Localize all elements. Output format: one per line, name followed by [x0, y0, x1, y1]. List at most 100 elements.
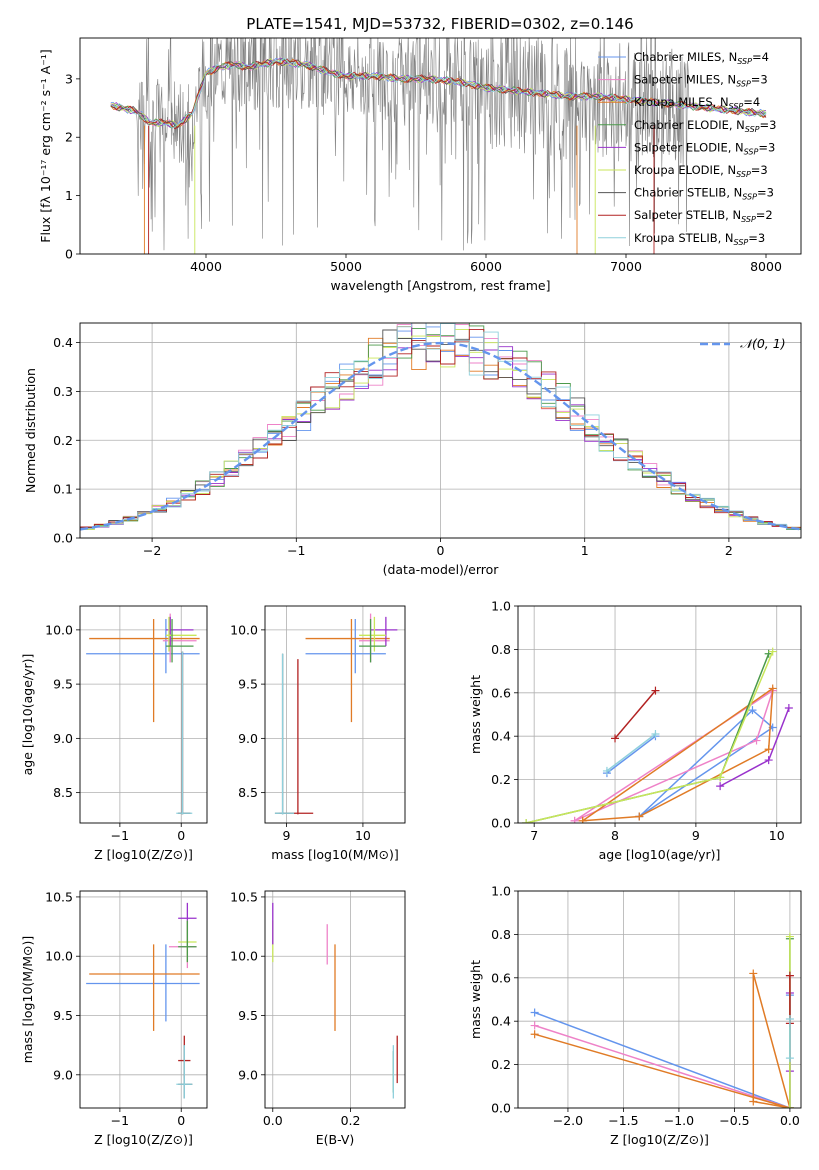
weight-line — [606, 733, 656, 772]
y-axis-label: Flux [fλ 10⁻¹⁷ erg cm⁻² s⁻¹ A⁻¹] — [38, 49, 53, 242]
ticks: 0.0 0.2 9.0 9.5 10.0 10.5 — [230, 889, 360, 1128]
x-tick-label: −1 — [111, 828, 129, 843]
weight-line — [534, 973, 791, 1108]
y-axis-label: mass weight — [468, 960, 483, 1039]
x-axis-label: (data-model)/error — [383, 562, 500, 577]
x-tick-label: 0 — [177, 1113, 185, 1128]
axes-frame — [264, 605, 406, 824]
weight-marker — [716, 782, 725, 791]
x-tick-label: 9 — [692, 828, 700, 843]
plot-area — [86, 902, 200, 1099]
x-tick-label: −1.0 — [664, 1113, 694, 1128]
grid-lines — [518, 890, 801, 1109]
x-axis-label: Z [log10(Z/Z⊙)] — [94, 847, 193, 862]
y-tick-label: 0.2 — [491, 1057, 511, 1072]
y-tick-label: 0.8 — [491, 642, 511, 657]
x-axis-label: mass [log10(M/M⊙)] — [271, 847, 399, 862]
legend-entry: Salpeter ELODIE, NSSP=3 — [634, 140, 775, 156]
y-tick-label: 9.5 — [53, 1008, 73, 1023]
axes-frame — [517, 890, 802, 1109]
y-tick-label: 10.5 — [230, 889, 258, 904]
x-tick-label: 0.0 — [780, 1113, 800, 1128]
x-tick-label: 7 — [530, 828, 538, 843]
weight-marker — [570, 816, 579, 823]
weight-marker — [768, 647, 777, 656]
model-spectrum — [110, 58, 767, 129]
grid-lines — [80, 891, 207, 1108]
x-tick-label: 10 — [769, 828, 785, 843]
residual-histogram-panel: −2 −1 0 1 2 0.0 0.1 0.2 0.3 0.4 (data-model)/error… — [23, 322, 802, 577]
legend-entry: Salpeter MILES, NSSP=3 — [634, 73, 768, 89]
x-tick-label: 7000 — [610, 259, 642, 274]
x-tick-label: 2 — [725, 543, 733, 558]
weight-marker — [785, 1104, 794, 1108]
ticks: −2 −1 0 1 2 0.0 0.1 0.2 0.3 0.4 — [53, 335, 733, 558]
y-tick-label: 9.0 — [238, 1067, 258, 1082]
y-tick-label: 9.0 — [53, 1067, 73, 1082]
x-tick-label: 0.0 — [263, 1113, 283, 1128]
x-tick-label: 9 — [282, 828, 290, 843]
mass-weight-vs-metallicity-panel: −2.0 −1.5 −1.0 −0.5 0.0 0.0 0.2 0.4 0.6 0.8 1.0 Z [… — [468, 884, 802, 1147]
legend-entry: Kroupa ELODIE, NSSP=3 — [634, 163, 768, 179]
weight-marker — [785, 971, 794, 980]
y-tick-label: 0 — [65, 247, 73, 262]
x-tick-label: −1.5 — [608, 1113, 638, 1128]
y-axis-label: mass [log10(M/M⊙)] — [20, 936, 35, 1064]
age-vs-mass-panel: 9 10 8.5 9.0 9.5 10.0 mass [log10(M/M⊙)] — [230, 605, 406, 862]
legend-entry: Kroupa MILES, NSSP=4 — [634, 95, 760, 111]
legend-entry: Kroupa STELIB, NSSP=3 — [634, 231, 765, 247]
weight-marker — [635, 812, 644, 821]
plot-area — [272, 902, 398, 1099]
weight-line — [719, 707, 790, 787]
weight-marker — [785, 932, 794, 941]
x-tick-label: 6000 — [470, 259, 502, 274]
x-axis-label: Z [log10(Z/Z⊙)] — [94, 1132, 193, 1147]
model-spectrum — [110, 57, 767, 129]
mass-weight-vs-age-panel: 7 8 9 10 0.0 0.2 0.4 0.6 0.8 1.0 age [log10(age/yr… — [468, 599, 802, 862]
observed-spectrum — [110, 38, 767, 251]
plot-area — [522, 647, 793, 823]
weight-line — [534, 995, 791, 1108]
plot-area — [110, 38, 767, 254]
x-tick-label: −2 — [143, 543, 161, 558]
x-tick-label: 4000 — [190, 259, 222, 274]
weight-marker — [764, 745, 773, 754]
model-spectrum — [110, 58, 767, 130]
x-tick-label: 0 — [437, 543, 445, 558]
y-axis-label: age [log10(age/yr)] — [20, 654, 35, 776]
y-tick-label: 8.5 — [238, 785, 258, 800]
mass-vs-metallicity-panel: −1 0 9.0 9.5 10.0 10.5 Z [log10(Z/Z⊙)] mass [lo… — [20, 889, 208, 1147]
x-axis-label: age [log10(age/yr)] — [599, 847, 721, 862]
y-tick-label: 0.0 — [491, 1101, 511, 1116]
ticks: −1 0 9.0 9.5 10.0 10.5 — [45, 889, 185, 1128]
y-tick-label: 0.8 — [491, 927, 511, 942]
y-tick-label: 0.0 — [53, 531, 73, 546]
weight-marker — [530, 1030, 539, 1039]
weight-marker — [578, 816, 587, 823]
weight-marker — [716, 773, 725, 782]
y-tick-label: 10.0 — [45, 622, 73, 637]
age-vs-metallicity-panel: −1 0 8.5 9.0 9.5 10.0 Z [log10(Z/Z⊙)] age [log1… — [20, 605, 208, 862]
y-tick-label: 0.2 — [53, 433, 73, 448]
y-tick-label: 9.5 — [238, 677, 258, 692]
weight-marker — [785, 1054, 794, 1063]
plot-area — [80, 323, 801, 531]
axes-frame — [264, 890, 406, 1109]
weight-marker — [651, 686, 660, 695]
x-tick-label: −0.5 — [719, 1113, 749, 1128]
ticks: −1 0 8.5 9.0 9.5 10.0 — [45, 622, 185, 843]
residual-histogram — [80, 328, 801, 529]
plot-area — [530, 932, 794, 1108]
weight-marker — [768, 684, 777, 693]
x-tick-label: 5000 — [330, 259, 362, 274]
y-tick-label: 0.3 — [53, 384, 73, 399]
weight-line — [582, 686, 774, 822]
weight-line — [638, 709, 774, 818]
y-tick-label: 1 — [65, 188, 73, 203]
legend-entry: Chabrier ELODIE, NSSP=3 — [634, 118, 776, 134]
ticks: 9 10 8.5 9.0 9.5 10.0 — [230, 622, 371, 843]
x-tick-label: 8 — [611, 828, 619, 843]
axes-frame — [517, 605, 802, 824]
weight-marker — [602, 766, 611, 775]
